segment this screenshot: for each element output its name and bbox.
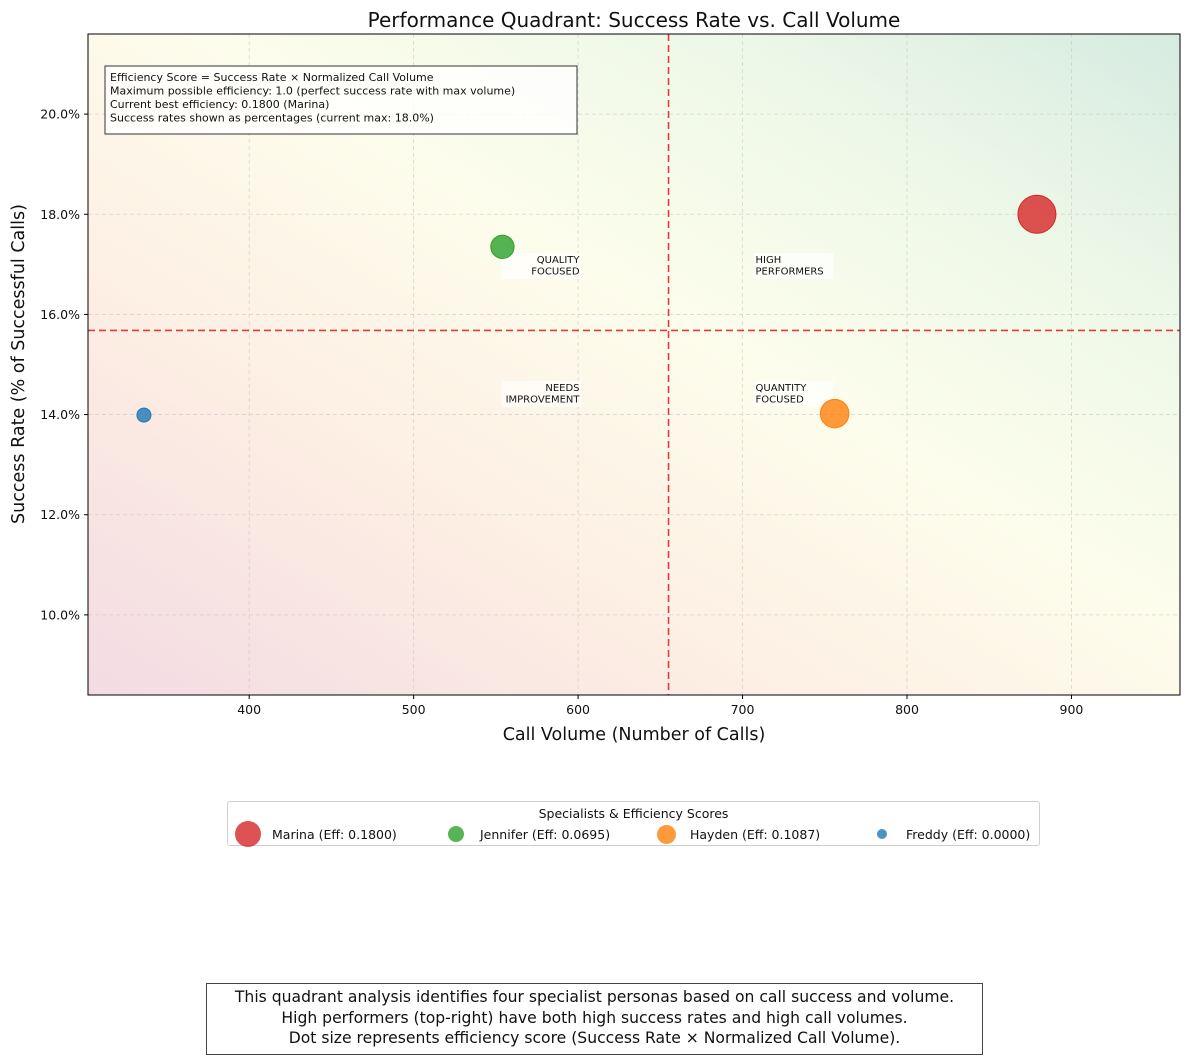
info-line-3: Current best efficiency: 0.1800 (Marina) <box>110 98 329 111</box>
caption-line-1: This quadrant analysis identifies four s… <box>234 988 955 1006</box>
y-tick-label-1: 12.0% <box>40 507 80 522</box>
x-tick-label-5: 900 <box>1060 702 1084 717</box>
legend-marker-hayden <box>656 824 676 844</box>
performance-quadrant-chart: Performance Quadrant: Success Rate vs. C… <box>9 8 1181 745</box>
legend-label-hayden: Hayden (Eff: 0.1087) <box>690 826 821 842</box>
y-tick-label-0: 10.0% <box>40 607 80 622</box>
caption-line-3: Dot size represents efficiency score (Su… <box>288 1029 901 1047</box>
quantity-focused-label-line-2: FOCUSED <box>756 395 805 406</box>
needs-improvement-label-line-1: NEEDS <box>545 383 579 394</box>
y-axis-label: Success Rate (% of Successful Calls) <box>9 204 29 524</box>
legend-item-jennifer: Jennifer (Eff: 0.0695) <box>442 822 610 846</box>
y-tick-label-2: 14.0% <box>40 407 80 422</box>
legend-marker-marina <box>235 821 261 847</box>
legend-item-hayden: Hayden (Eff: 0.1087) <box>652 822 820 846</box>
needs-improvement-label-bg <box>501 381 582 407</box>
chart-title: Performance Quadrant: Success Rate vs. C… <box>368 8 901 32</box>
x-axis-label: Call Volume (Number of Calls) <box>503 725 766 745</box>
y-tick-label-4: 18.0% <box>40 207 80 222</box>
info-box-frame <box>104 65 578 135</box>
caption-box: This quadrant analysis identifies four s… <box>206 983 983 1055</box>
caption-line-2: High performers (top-right) have both hi… <box>281 1008 908 1027</box>
x-tick-label-3: 700 <box>731 702 755 717</box>
info-line-2: Maximum possible efficiency: 1.0 (perfec… <box>110 85 515 98</box>
x-tick-label-4: 800 <box>895 702 919 717</box>
quality-focused-label-bg <box>501 253 582 279</box>
legend: Specialists & Efficiency Scores Marina (… <box>227 801 1040 847</box>
legend-label-marina: Marina (Eff: 0.1800) <box>272 826 397 842</box>
x-axis-ticks: 400 500 600 700 800 900 <box>237 695 1083 717</box>
legend-marker-jennifer <box>448 826 464 842</box>
point-freddy <box>136 407 152 423</box>
y-axis-ticks: 10.0% 12.0% 14.0% 16.0% 18.0% 20.0% <box>40 107 88 622</box>
point-hayden <box>819 398 850 429</box>
high-performers-label-line-2: PERFORMERS <box>756 267 824 278</box>
plot-background <box>88 34 1180 695</box>
info-line-4: Success rates shown as percentages (curr… <box>110 112 434 125</box>
info-line-1: Efficiency Score = Success Rate × Normal… <box>110 71 434 84</box>
quality-focused-label-line-1: QUALITY <box>537 255 581 266</box>
x-tick-label-2: 600 <box>566 702 590 717</box>
high-performers-label-line-1: HIGH <box>756 255 782 266</box>
quantity-focused-label-bg <box>753 381 834 407</box>
point-jennifer <box>490 234 515 259</box>
data-points <box>136 194 1057 429</box>
legend-marker-freddy <box>877 829 887 839</box>
x-tick-label-1: 500 <box>402 702 426 717</box>
legend-label-jennifer: Jennifer (Eff: 0.0695) <box>480 826 611 842</box>
legend-label-freddy: Freddy (Eff: 0.0000) <box>906 826 1031 842</box>
y-tick-label-3: 16.0% <box>40 307 80 322</box>
y-tick-label-5: 20.0% <box>40 107 80 122</box>
legend-items: Marina (Eff: 0.1800) Jennifer (Eff: 0.069… <box>228 821 1039 847</box>
point-marina <box>1017 194 1057 234</box>
quantity-focused-label-line-1: QUANTITY <box>756 383 808 394</box>
legend-item-marina: Marina (Eff: 0.1800) <box>234 821 397 847</box>
info-box: Efficiency Score = Success Rate × Normal… <box>104 65 578 135</box>
plot-frame <box>87 33 1181 696</box>
legend-item-freddy: Freddy (Eff: 0.0000) <box>868 822 1030 846</box>
needs-improvement-label-line-2: IMPROVEMENT <box>506 395 581 406</box>
threshold-lines <box>88 34 1180 695</box>
quality-focused-label-line-2: FOCUSED <box>531 267 580 278</box>
quadrant-labels: QUALITYFOCUSEDHIGHPERFORMERSNEEDSIMPROVE… <box>501 253 834 407</box>
legend-title: Specialists & Efficiency Scores <box>538 806 729 821</box>
x-tick-label-0: 400 <box>237 702 261 717</box>
high-performers-label-bg <box>753 253 834 279</box>
